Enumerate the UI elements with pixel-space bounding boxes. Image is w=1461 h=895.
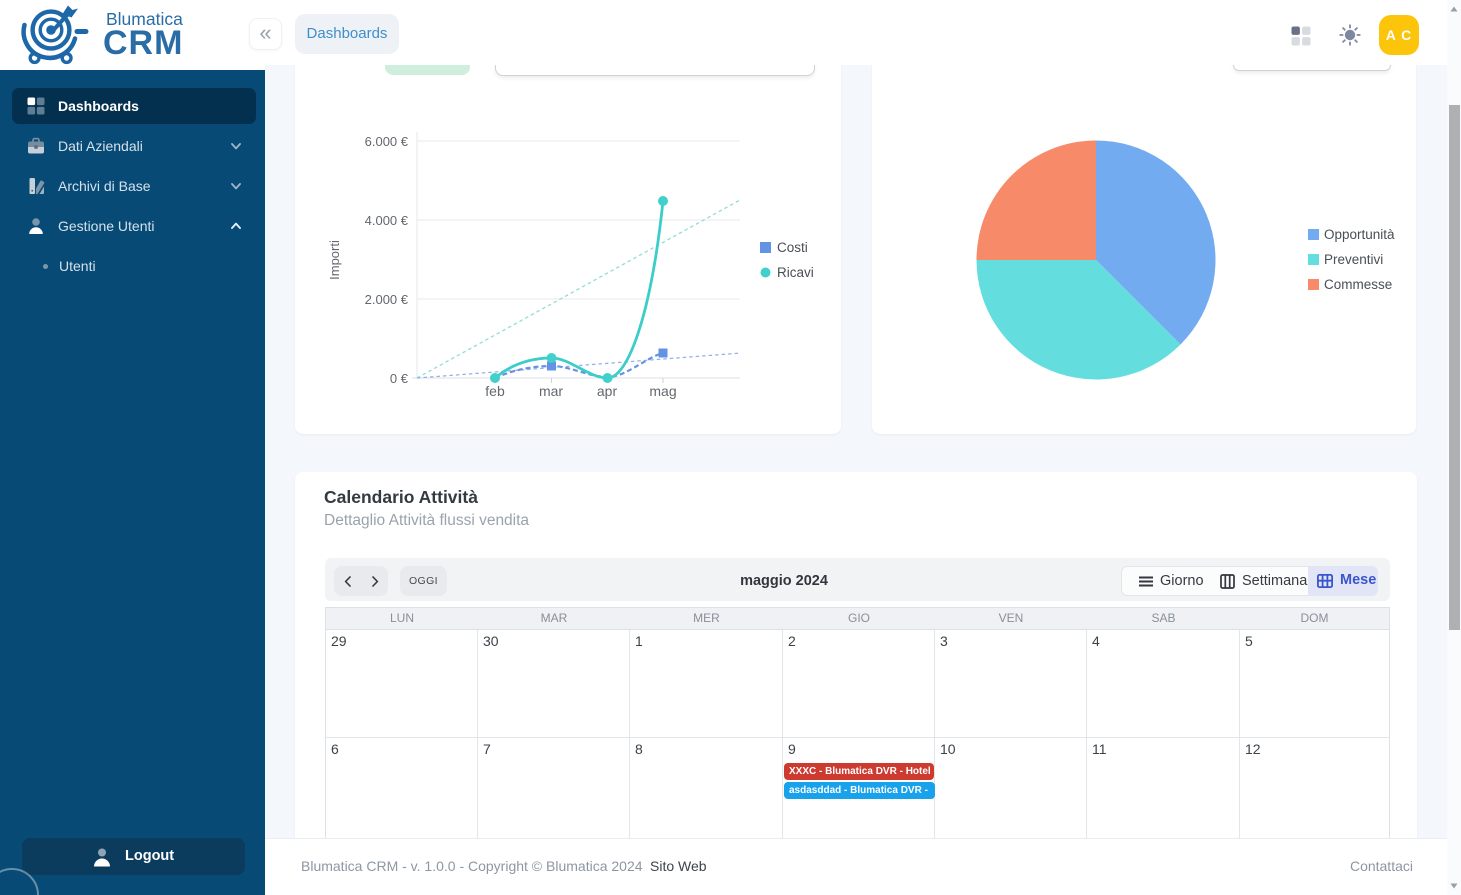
svg-text:6.000 €: 6.000 € <box>365 134 409 149</box>
svg-text:feb: feb <box>485 383 505 399</box>
svg-text:mag: mag <box>649 383 676 399</box>
svg-text:4.000 €: 4.000 € <box>365 213 409 228</box>
svg-text:0 €: 0 € <box>390 371 409 386</box>
svg-text:Opportunità: Opportunità <box>1324 227 1395 242</box>
svg-text:apr: apr <box>597 383 618 399</box>
svg-text:Costi: Costi <box>777 240 808 255</box>
svg-text:mar: mar <box>539 383 563 399</box>
svg-text:Preventivi: Preventivi <box>1324 252 1383 267</box>
svg-text:2.000 €: 2.000 € <box>365 292 409 307</box>
svg-text:Commesse: Commesse <box>1324 277 1392 292</box>
svg-text:Ricavi: Ricavi <box>777 265 814 280</box>
svg-text:Importi: Importi <box>327 240 342 280</box>
